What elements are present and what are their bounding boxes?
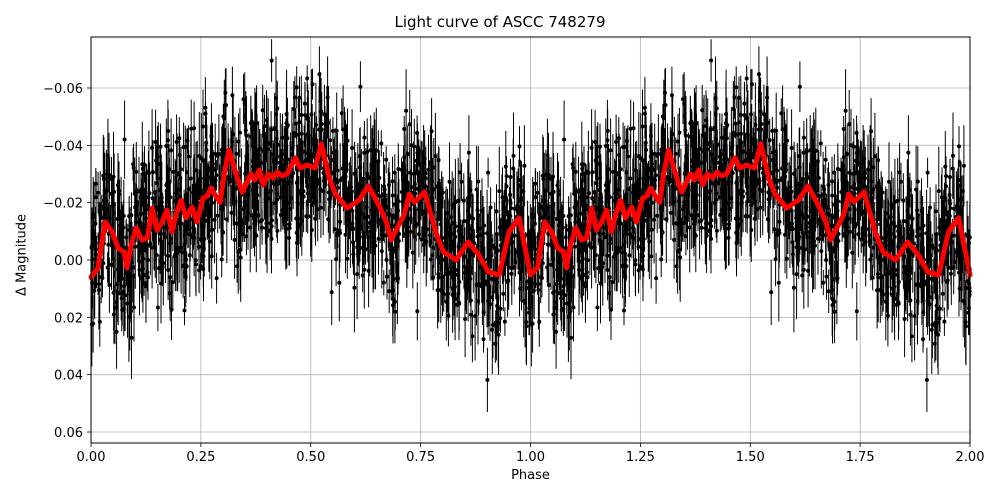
- x-tick-label: 1.00: [516, 450, 545, 465]
- chart-title: Light curve of ASCC 748279: [394, 13, 606, 31]
- x-tick-label: 0.25: [186, 450, 215, 465]
- x-tick-label: 1.50: [736, 450, 765, 465]
- x-tick-label: 0.00: [77, 450, 106, 465]
- grid-lines: [90, 37, 971, 443]
- y-tick-label: 0.04: [54, 369, 83, 384]
- x-tick-label: 1.75: [846, 450, 875, 465]
- x-axis-ticks: 0.00 0.25 0.50 0.75 1.00 1.25 1.50 1.75 2.00: [77, 443, 985, 465]
- y-tick-label: −0.04: [43, 139, 83, 154]
- y-tick-label: −0.02: [43, 197, 83, 212]
- binned-model-line: [88, 141, 973, 280]
- y-tick-label: −0.06: [43, 82, 83, 97]
- x-tick-label: 1.25: [626, 450, 655, 465]
- y-tick-label: 0.00: [54, 254, 83, 269]
- x-axis-label: Phase: [511, 468, 550, 483]
- x-tick-label: 0.75: [406, 450, 435, 465]
- x-tick-label: 2.00: [956, 450, 985, 465]
- y-axis-ticks: −0.06 −0.04 −0.02 0.00 0.02 0.04 0.06: [43, 82, 91, 441]
- y-tick-label: 0.06: [54, 426, 83, 441]
- x-tick-label: 0.50: [296, 450, 325, 465]
- y-tick-label: 0.02: [54, 311, 83, 326]
